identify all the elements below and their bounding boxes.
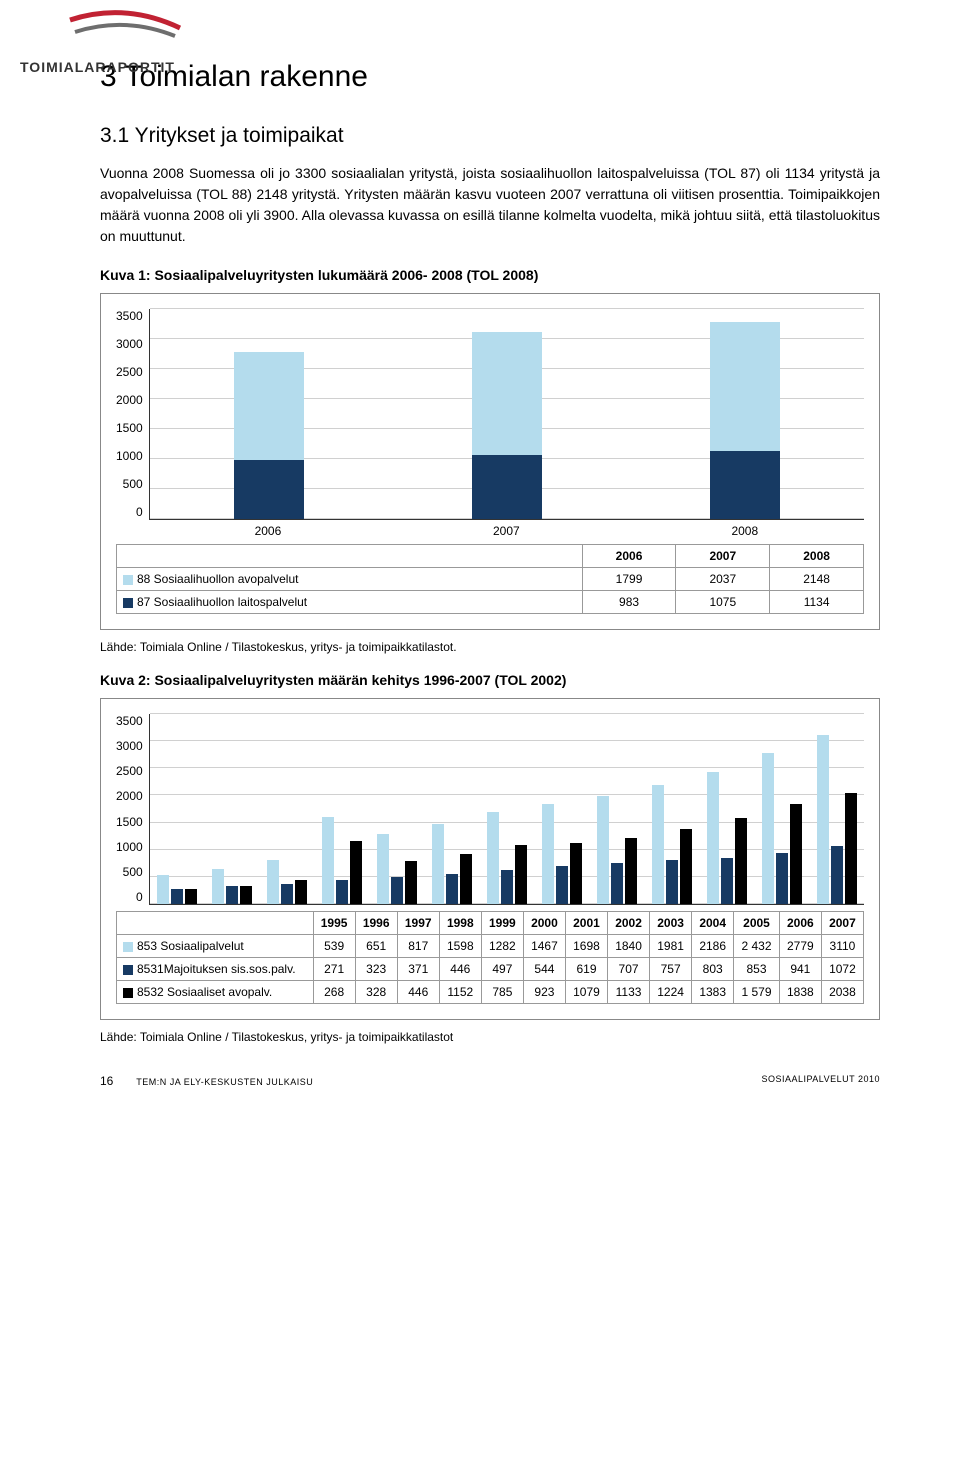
bar: [652, 785, 664, 904]
chart1-title: Kuva 1: Sosiaalipalveluyritysten lukumää…: [100, 267, 880, 283]
y-tick: 3500: [116, 714, 143, 728]
logo-text: TOIMIALARAPORTIT: [20, 59, 210, 75]
bar: [556, 866, 568, 904]
chart1-data-table: 20062007200888 Sosiaalihuollon avopalvel…: [116, 544, 864, 614]
page-heading: 3 Toimialan rakenne: [100, 60, 880, 94]
bar: [845, 793, 857, 904]
bar: [295, 880, 307, 904]
bar: [817, 735, 829, 904]
bar: [377, 834, 389, 904]
footer-right: SOSIAALIPALVELUT 2010: [761, 1074, 880, 1088]
chart1-source: Lähde: Toimiala Online / Tilastokeskus, …: [100, 640, 880, 654]
bar: [432, 824, 444, 904]
page-footer: 16 TEM:N JA ELY-KESKUSTEN JULKAISU SOSIA…: [100, 1074, 880, 1088]
bar: [597, 796, 609, 904]
y-tick: 2000: [116, 789, 143, 803]
bar: [762, 753, 774, 904]
bar: [487, 812, 499, 904]
bar: [322, 817, 334, 904]
chart1: 3500 3000 2500 2000 1500 1000 500 0 200620072008…: [100, 293, 880, 630]
bar: [625, 838, 637, 904]
bar: [171, 889, 183, 904]
chart2-title: Kuva 2: Sosiaalipalveluyritysten määrän …: [100, 672, 880, 688]
y-tick: 1500: [116, 421, 143, 435]
y-tick: 3000: [116, 739, 143, 753]
y-tick: 0: [116, 505, 143, 519]
chart2-data-table: 1995199619971998199920002001200220032004…: [116, 911, 864, 1004]
bar: [460, 854, 472, 904]
bar: [611, 863, 623, 904]
y-tick: 1500: [116, 815, 143, 829]
bar: [240, 886, 252, 904]
y-tick: 500: [116, 477, 143, 491]
logo: TOIMIALARAPORTIT: [20, 10, 210, 75]
bar-segment: [472, 455, 542, 520]
x-label: 2007: [387, 524, 625, 538]
chart2: 3500 3000 2500 2000 1500 1000 500 0 19951996199…: [100, 698, 880, 1020]
bar-segment: [710, 451, 780, 519]
bar: [157, 875, 169, 904]
y-tick: 2000: [116, 393, 143, 407]
bar: [776, 853, 788, 904]
body-paragraph: Vuonna 2008 Suomessa oli jo 3300 sosiaal…: [100, 163, 880, 247]
bar: [790, 804, 802, 904]
bar: [570, 843, 582, 905]
bar: [831, 846, 843, 904]
bar: [542, 804, 554, 904]
chart2-source: Lähde: Toimiala Online / Tilastokeskus, …: [100, 1030, 880, 1044]
footer-left: TEM:N JA ELY-KESKUSTEN JULKAISU: [136, 1077, 313, 1087]
bar: [707, 772, 719, 904]
y-tick: 3000: [116, 337, 143, 351]
bar: [680, 829, 692, 904]
y-tick: 500: [116, 865, 143, 879]
bar: [666, 860, 678, 904]
section-heading: 3.1 Yritykset ja toimipaikat: [100, 124, 880, 148]
y-tick: 2500: [116, 764, 143, 778]
y-tick: 3500: [116, 309, 143, 323]
bar-segment: [234, 460, 304, 519]
bar: [185, 889, 197, 904]
bar: [405, 861, 417, 904]
x-label: 2008: [626, 524, 864, 538]
bar: [515, 845, 527, 904]
bar: [350, 841, 362, 904]
bar: [336, 880, 348, 904]
y-tick: 0: [116, 890, 143, 904]
y-tick: 1000: [116, 840, 143, 854]
bar: [267, 860, 279, 904]
bar: [446, 874, 458, 904]
x-label: 2006: [149, 524, 387, 538]
bar-segment: [472, 332, 542, 454]
bar: [721, 858, 733, 904]
bar: [212, 869, 224, 904]
bar-segment: [234, 352, 304, 460]
bar: [281, 884, 293, 904]
y-tick: 1000: [116, 449, 143, 463]
bar: [501, 870, 513, 904]
page-number: 16: [100, 1074, 113, 1088]
bar: [735, 818, 747, 904]
bar: [391, 877, 403, 904]
bar: [226, 886, 238, 904]
bar-segment: [710, 322, 780, 451]
y-tick: 2500: [116, 365, 143, 379]
